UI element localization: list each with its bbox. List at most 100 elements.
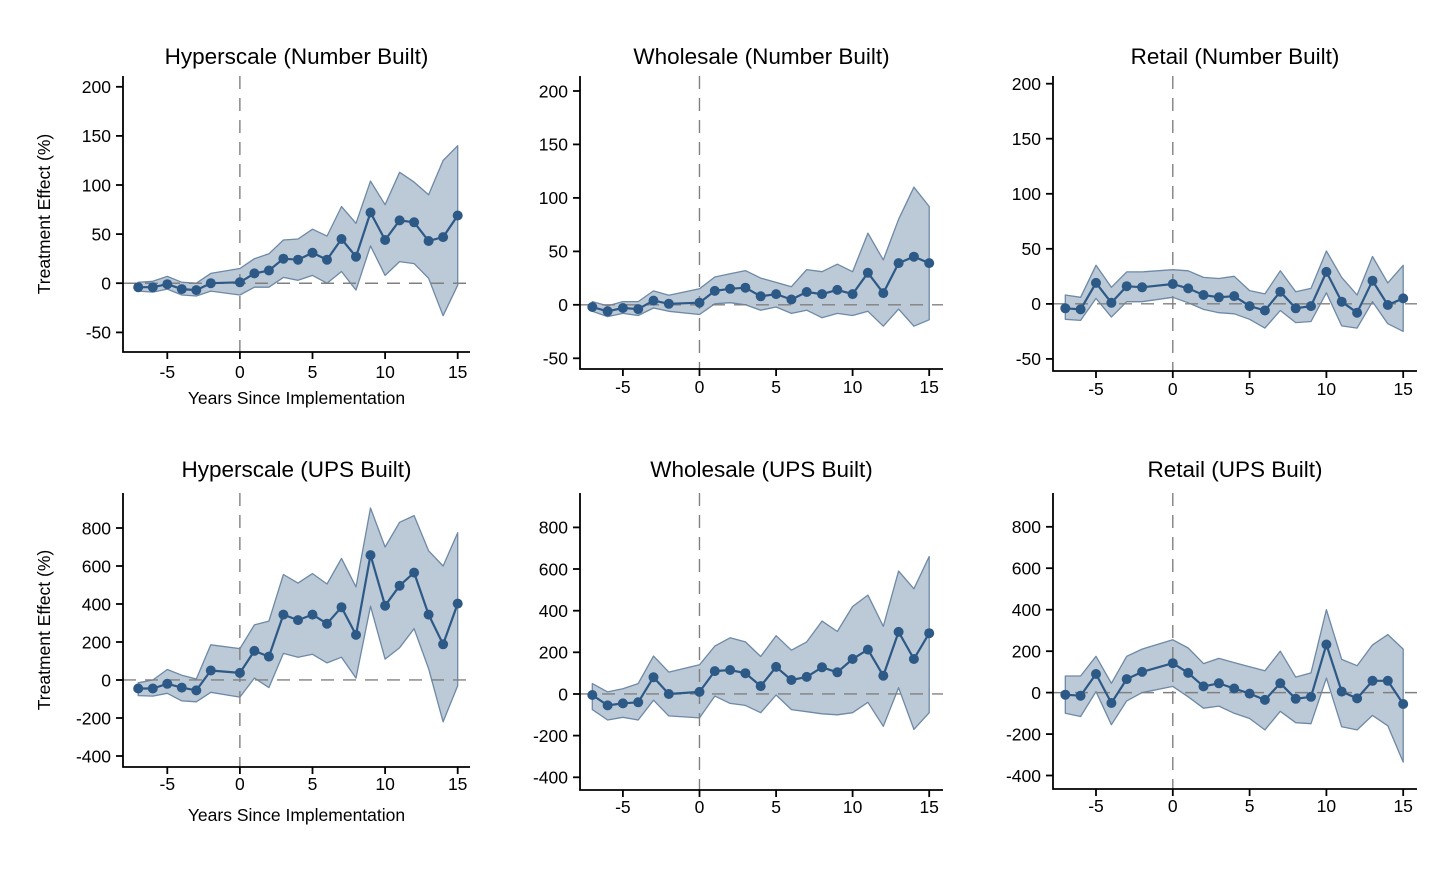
x-tick-label: 15 — [448, 774, 467, 794]
data-point — [801, 671, 812, 682]
y-tick-label: -400 — [533, 768, 568, 788]
data-point — [147, 683, 158, 694]
confidence-band — [137, 145, 459, 317]
x-tick-label: 5 — [771, 377, 781, 397]
estimate-line — [1065, 270, 1404, 314]
data-point — [617, 303, 628, 313]
axes — [1052, 76, 1417, 372]
x-tick-label: 10 — [375, 362, 395, 382]
y-tick-label: 200 — [82, 632, 111, 652]
axes — [122, 493, 470, 768]
data-point — [1336, 686, 1347, 697]
data-point — [394, 215, 405, 226]
chart-hyperscale-ups-built: 800 600 400 200 0 -200 -400 -5 0 5 10 15 Hyperscale … — [0, 437, 485, 874]
data-point — [725, 283, 736, 294]
data-point — [893, 258, 904, 269]
data-point — [801, 287, 812, 297]
data-point — [602, 700, 613, 711]
data-point — [602, 306, 613, 317]
y-tick-label: 0 — [101, 274, 111, 294]
data-point — [817, 662, 827, 673]
x-tick-label: 5 — [308, 362, 318, 382]
data-point — [878, 288, 889, 299]
x-tick-label: 0 — [235, 362, 245, 382]
chart-wholesale-number-built: 200 150 100 50 0 -50 -5 0 5 10 15 Wholesale (Number… — [485, 0, 970, 437]
x-tick-label: 10 — [843, 797, 863, 817]
axes — [1052, 493, 1417, 790]
data-point — [924, 258, 935, 269]
data-point — [234, 667, 245, 678]
data-point — [438, 639, 449, 650]
y-tick-label: 100 — [1012, 184, 1041, 204]
data-point — [1398, 699, 1409, 709]
chart-title: Retail (UPS Built) — [1147, 457, 1322, 482]
data-point — [1382, 675, 1393, 686]
data-point — [438, 232, 449, 243]
data-point — [617, 698, 628, 709]
y-tick-label: 50 — [549, 242, 569, 262]
y-tick-label: 800 — [539, 518, 568, 538]
estimate-markers — [587, 251, 935, 317]
data-point — [1229, 291, 1240, 302]
data-point — [1336, 296, 1347, 307]
data-point — [1229, 683, 1240, 694]
y-tick-label: 150 — [1012, 129, 1041, 149]
data-point — [663, 689, 674, 699]
y-tick-label: 400 — [1012, 600, 1041, 620]
data-point — [1290, 693, 1301, 704]
data-point — [1382, 300, 1393, 310]
data-point — [234, 277, 245, 288]
y-tick-label: 200 — [539, 643, 568, 663]
data-point — [278, 253, 289, 264]
data-point — [336, 602, 347, 613]
data-point — [365, 207, 376, 218]
x-tick-label: 5 — [308, 774, 318, 794]
data-point — [191, 285, 202, 296]
chart-wholesale-ups-built: 800 600 400 200 0 -200 -400 -5 0 5 10 15 Wholesale (… — [485, 437, 970, 874]
y-tick-label: 600 — [1012, 559, 1041, 579]
y-tick-label: 400 — [82, 594, 111, 614]
chart-retail-ups-built: 800 600 400 200 0 -200 -400 -5 0 5 10 15 Retail (UPS… — [970, 437, 1456, 874]
data-point — [1198, 290, 1209, 300]
y-tick-label: 600 — [539, 559, 568, 579]
chart-title: Wholesale (Number Built) — [633, 44, 889, 69]
data-point — [1091, 669, 1101, 679]
data-point — [740, 282, 751, 293]
data-point — [351, 629, 361, 640]
data-point — [293, 254, 303, 265]
x-tick-label: 10 — [843, 377, 863, 397]
y-tick-label: 50 — [92, 224, 112, 244]
data-point — [1244, 301, 1255, 312]
data-point — [1352, 307, 1363, 318]
data-point — [365, 550, 376, 561]
y-tick-label: 0 — [101, 670, 111, 690]
y-tick-label: 200 — [82, 77, 111, 97]
data-point — [176, 682, 187, 693]
data-point — [633, 697, 644, 708]
y-tick-label: 200 — [1012, 74, 1041, 94]
x-tick-label: 0 — [1168, 379, 1178, 399]
y-tick-label: -50 — [86, 323, 112, 343]
axes — [122, 76, 470, 353]
data-point — [847, 289, 858, 300]
data-point — [409, 567, 420, 578]
data-point — [1121, 674, 1132, 685]
y-tick-label: 150 — [539, 135, 568, 155]
data-point — [1213, 292, 1224, 303]
data-point — [709, 666, 720, 677]
x-tick-label: 10 — [375, 774, 395, 794]
data-point — [1367, 275, 1378, 286]
x-tick-label: 15 — [919, 797, 938, 817]
data-point — [817, 289, 827, 300]
chart-title: Hyperscale (UPS Built) — [181, 457, 411, 482]
data-point — [249, 645, 260, 656]
data-point — [263, 651, 274, 662]
data-point — [725, 665, 736, 675]
data-point — [322, 618, 332, 629]
data-point — [694, 297, 705, 308]
data-point — [1321, 639, 1332, 650]
data-point — [878, 670, 889, 681]
data-point — [663, 298, 674, 309]
data-point — [1213, 678, 1224, 689]
